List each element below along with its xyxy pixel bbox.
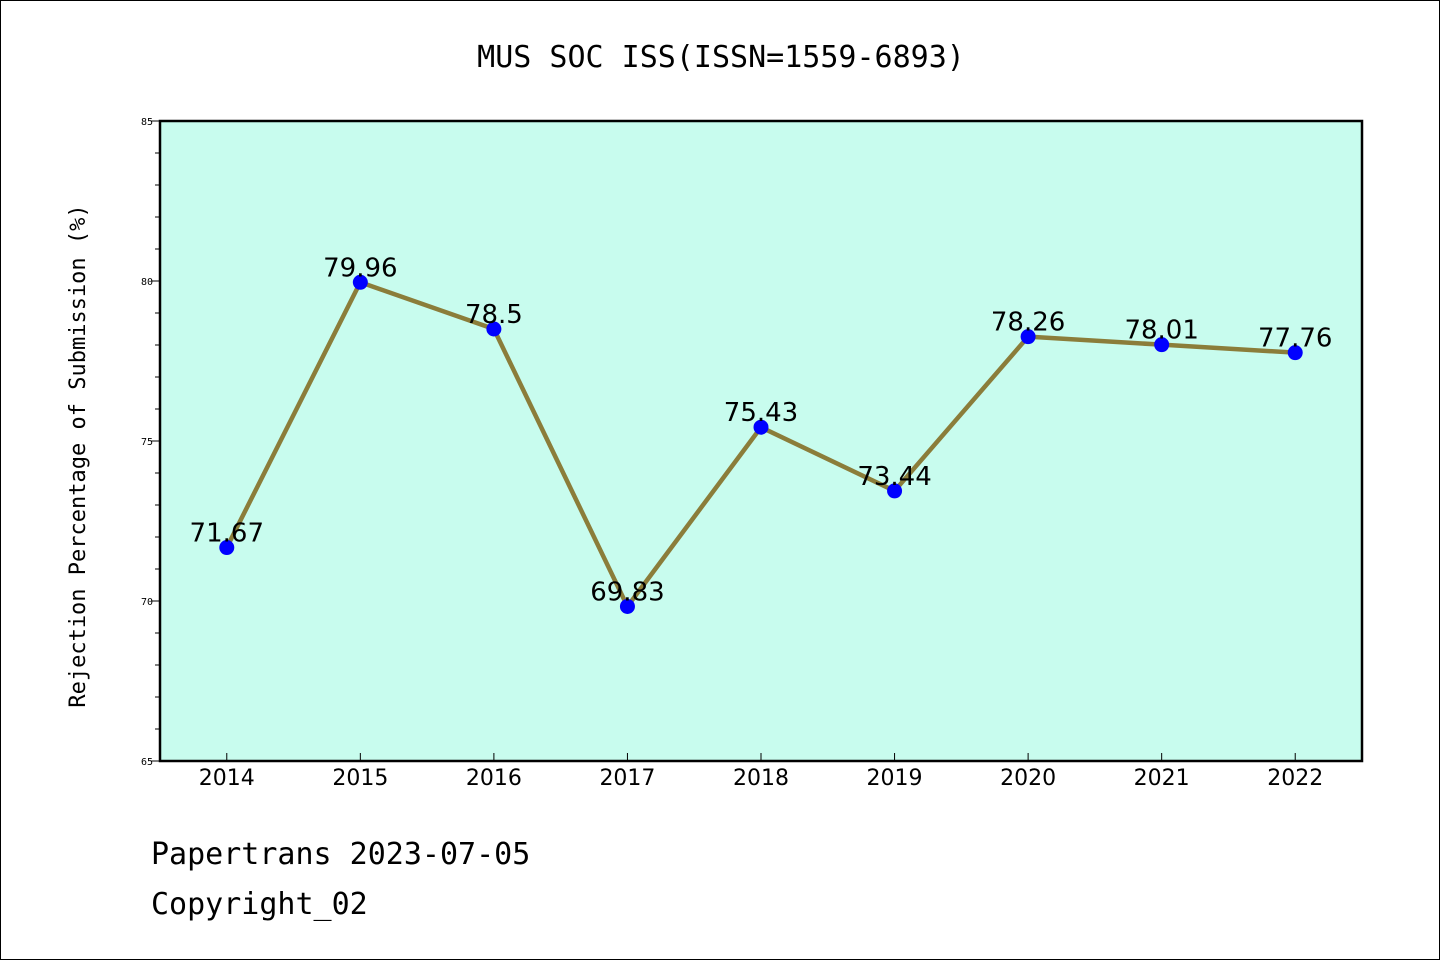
data-label: 78.26: [991, 308, 1065, 338]
x-tick-label: 2016: [466, 766, 522, 791]
x-tick-label: 2020: [1000, 766, 1056, 791]
data-label: 73.44: [857, 462, 931, 492]
footer-date: Papertrans 2023-07-05: [151, 837, 531, 872]
x-tick-label: 2015: [332, 766, 388, 791]
chart-title: MUS SOC ISS(ISSN=1559-6893): [477, 40, 965, 75]
x-tick-label: 2019: [867, 766, 923, 791]
data-label: 75.43: [724, 398, 798, 428]
data-label: 71.67: [190, 519, 264, 549]
y-axis-ticks: 65 70 75 80 85: [141, 117, 160, 768]
x-tick-label: 2021: [1134, 766, 1190, 791]
x-axis-ticks: 2014 2015 2016 2017 2018 2019 2020 2021 2022: [199, 753, 1323, 791]
data-point: [219, 540, 235, 556]
data-point: [1287, 345, 1303, 361]
plot-area: [158, 119, 1364, 763]
series-line: [219, 274, 1303, 614]
data-label: 77.76: [1258, 324, 1332, 354]
y-tick-label: 65: [141, 757, 153, 768]
y-tick-label: 70: [141, 597, 153, 608]
data-point: [486, 321, 502, 337]
data-label: 79.96: [323, 253, 397, 283]
data-label: 78.5: [465, 300, 523, 330]
y-tick-label: 80: [141, 277, 153, 288]
y-tick-label: 85: [141, 117, 153, 128]
y-tick-label: 75: [141, 437, 153, 448]
data-point: [887, 483, 903, 499]
data-labels: 71.67 79.96 78.5 69.83 75.43 73.44 78.26 78.01 7…: [190, 253, 1333, 607]
data-point: [352, 274, 368, 290]
data-point: [1020, 329, 1036, 345]
data-point: [1154, 337, 1170, 353]
x-tick-label: 2022: [1267, 766, 1323, 791]
data-point: [619, 598, 635, 614]
data-label: 78.01: [1124, 316, 1198, 346]
x-tick-label: 2018: [733, 766, 789, 791]
x-tick-label: 2017: [599, 766, 655, 791]
x-tick-label: 2014: [199, 766, 255, 791]
footer-copyright: Copyright_02: [151, 887, 368, 922]
y-axis-label: Rejection Percentage of Submission (%): [66, 204, 91, 707]
data-point: [753, 419, 769, 435]
data-label: 69.83: [590, 577, 664, 607]
